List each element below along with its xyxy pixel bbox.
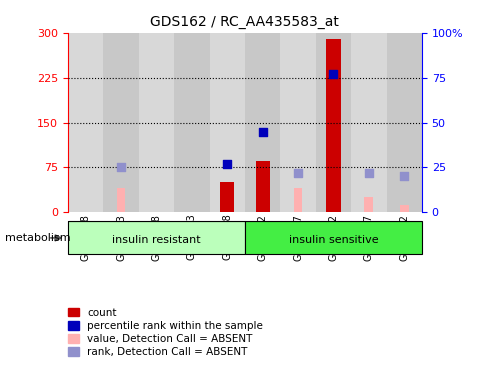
Point — [293, 170, 301, 176]
Point — [329, 71, 336, 77]
Point — [364, 170, 372, 176]
Bar — [103, 33, 138, 212]
Bar — [220, 182, 234, 212]
Bar — [386, 33, 421, 212]
Bar — [68, 33, 103, 212]
Point — [223, 161, 230, 167]
Bar — [399, 205, 408, 212]
Bar — [280, 33, 315, 212]
Bar — [293, 188, 302, 212]
Text: insulin sensitive: insulin sensitive — [288, 235, 378, 244]
Bar — [350, 33, 386, 212]
Bar — [138, 33, 174, 212]
Point — [117, 165, 124, 171]
Bar — [315, 33, 350, 212]
Text: insulin resistant: insulin resistant — [112, 235, 200, 244]
Legend: count, percentile rank within the sample, value, Detection Call = ABSENT, rank, : count, percentile rank within the sample… — [68, 308, 262, 357]
Bar — [244, 221, 421, 254]
Bar — [244, 33, 280, 212]
Bar — [116, 188, 125, 212]
Bar — [209, 33, 244, 212]
Bar — [363, 197, 373, 212]
Title: GDS162 / RC_AA435583_at: GDS162 / RC_AA435583_at — [150, 15, 339, 29]
Point — [399, 173, 407, 179]
Bar — [174, 33, 209, 212]
Bar — [255, 161, 269, 212]
Bar — [68, 221, 244, 254]
Point — [258, 129, 266, 135]
Bar — [326, 39, 340, 212]
Text: metabolism: metabolism — [5, 233, 70, 243]
